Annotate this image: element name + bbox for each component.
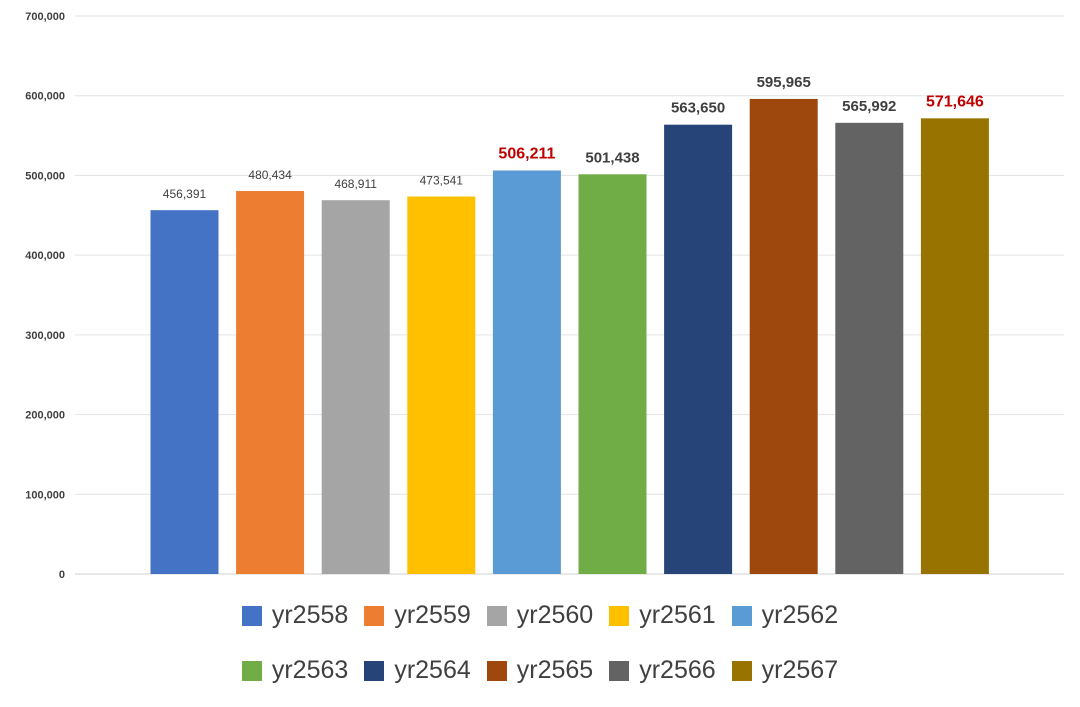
legend-swatch: [486, 660, 507, 681]
y-tick-label: 600,000: [25, 91, 65, 103]
legend-label: yr2562: [761, 601, 839, 629]
bar-yr2559: [236, 191, 305, 575]
legend-swatch: [609, 660, 630, 681]
y-tick-label: 400,000: [25, 250, 65, 262]
data-label: 571,646: [926, 93, 984, 110]
legend-label: yr2559: [394, 601, 471, 629]
legend-swatch: [364, 660, 385, 681]
y-tick-label: 200,000: [25, 410, 65, 422]
legend-label: yr2561: [639, 601, 716, 629]
bar-chart-svg: 0 100,000 200,000 300,000 400,000 500,000 600,…: [25, 11, 1064, 581]
legend-swatch: [609, 605, 630, 626]
data-label: 468,911: [334, 177, 377, 191]
y-tick-label: 100,000: [25, 489, 65, 501]
bar-yr2560: [321, 200, 390, 575]
y-tick-label: 500,000: [25, 170, 65, 182]
data-label: 563,650: [671, 100, 725, 117]
legend-item-yr2558: yr2558: [241, 601, 349, 630]
legend-item-yr2566: yr2566: [609, 656, 716, 685]
data-label: 456,391: [163, 187, 207, 201]
legend-label: yr2566: [639, 656, 716, 684]
legend-item-yr2561: yr2561: [609, 601, 716, 630]
bar-yr2561: [407, 196, 476, 574]
y-tick-label: 300,000: [25, 330, 65, 342]
legend-item-yr2565: yr2565: [486, 656, 594, 685]
legend-label: yr2567: [761, 656, 839, 684]
legend-swatch: [364, 605, 385, 626]
data-label: 595,965: [757, 74, 811, 91]
legend-swatch: [731, 660, 752, 681]
legend-label: yr2558: [271, 601, 349, 629]
legend-swatch: [241, 605, 262, 626]
legend-swatch: [731, 605, 752, 626]
legend-row-1: yr2558 yr2559 yr2560 yr2561 yr2562: [0, 601, 1080, 630]
bar-yr2566: [835, 122, 904, 574]
legend-swatch: [486, 605, 507, 626]
data-label: 506,211: [498, 145, 555, 162]
y-tick-label: 700,000: [25, 11, 65, 23]
legend-item-yr2567: yr2567: [731, 656, 839, 685]
legend-row-2: yr2563 yr2564 yr2565 yr2566 yr2567: [0, 656, 1080, 685]
bar-yr2558: [150, 210, 219, 575]
data-label: 473,541: [420, 174, 464, 188]
bar-yr2564: [664, 124, 733, 574]
legend-label: yr2564: [394, 656, 471, 684]
data-label: 565,992: [842, 98, 896, 115]
legend-item-yr2559: yr2559: [364, 601, 471, 630]
bar-yr2565: [749, 98, 818, 574]
legend-label: yr2565: [516, 656, 594, 684]
legend-item-yr2562: yr2562: [731, 601, 839, 630]
legend-label: yr2563: [271, 656, 349, 684]
bar-yr2563: [578, 174, 647, 574]
legend-swatch: [241, 660, 262, 681]
data-label: 501,438: [585, 149, 639, 166]
bar-yr2562: [492, 170, 561, 574]
legend-item-yr2560: yr2560: [486, 601, 594, 630]
bar-yr2567: [920, 118, 989, 575]
legend-item-yr2564: yr2564: [364, 656, 471, 685]
legend-item-yr2563: yr2563: [241, 656, 349, 685]
legend-label: yr2560: [516, 601, 594, 629]
data-label: 480,434: [248, 168, 292, 182]
y-tick-label: 0: [59, 569, 65, 581]
